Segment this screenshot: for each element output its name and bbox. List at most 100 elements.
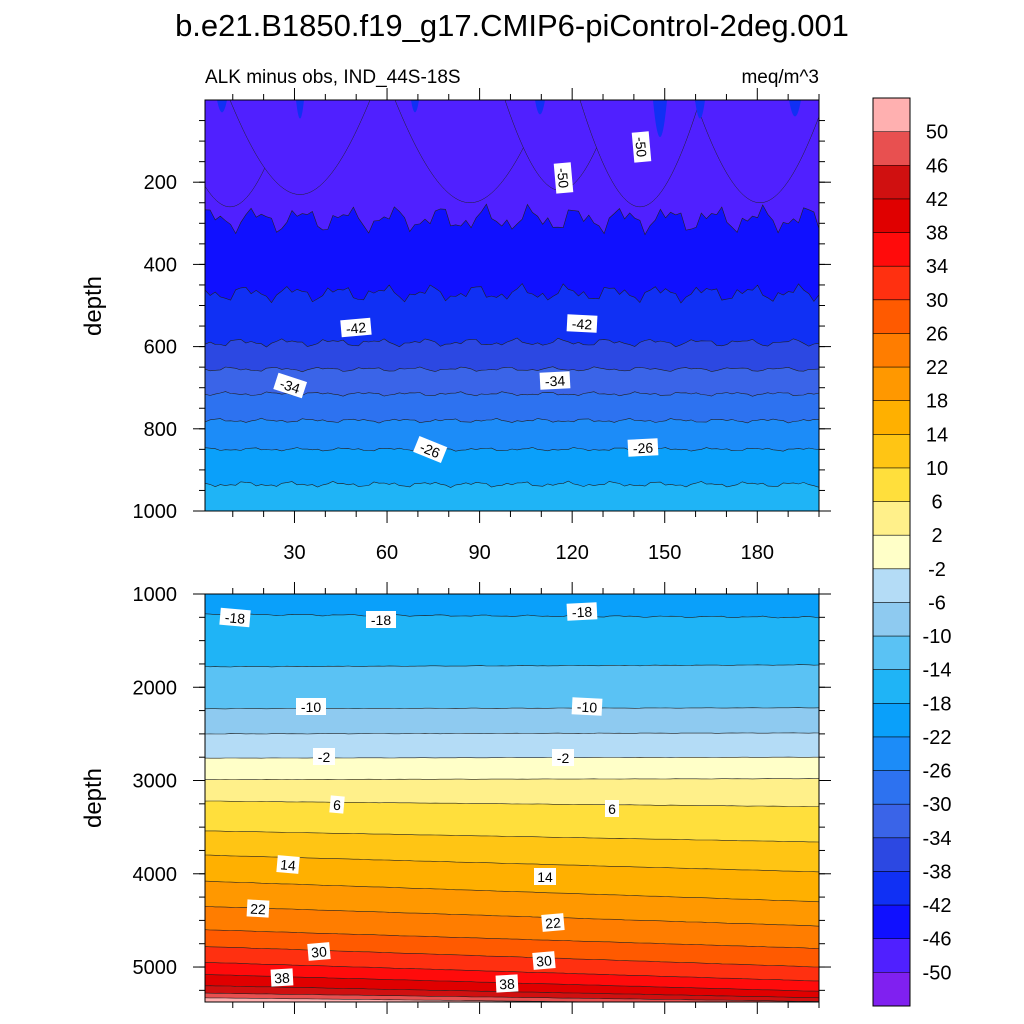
lower-contour-label-text: 14 — [537, 869, 553, 885]
colorbar-label: 22 — [926, 357, 948, 379]
lower-contour-line — [205, 962, 819, 982]
colorbar-swatch — [873, 871, 910, 906]
colorbar-label: 30 — [926, 290, 948, 312]
y-tick-label: 1000 — [133, 501, 178, 523]
upper-contour-label-box — [627, 438, 659, 457]
lower-contour-line — [205, 985, 819, 999]
upper-contour-label-text: -42 — [571, 315, 592, 332]
upper-panel: -50 -50 -42 -42 -34 -34 -26 -26 200 400 600 800 100… — [80, 88, 831, 564]
upper-contour-line — [205, 417, 819, 424]
lower-contour-line — [205, 778, 819, 781]
upper-contour-label-text: -34 — [278, 375, 302, 397]
upper-contour-label-text: -42 — [345, 319, 367, 337]
colorbar-frame — [872, 97, 911, 1007]
lower-contour-label: 30 — [307, 942, 331, 961]
lower-contour-label-box — [552, 749, 574, 766]
lower-contour-label-text: -10 — [301, 699, 321, 715]
upper-contour-label-text: -50 — [554, 167, 572, 189]
x-tick-label: 180 — [741, 542, 774, 564]
colorbar-label: -26 — [923, 761, 952, 783]
colorbar-swatch — [873, 938, 910, 973]
colorbar-swatch — [873, 367, 910, 402]
lower-contour-label-box — [534, 868, 556, 885]
lower-contour-line — [205, 854, 819, 873]
upper-contour-line — [205, 203, 819, 236]
x-tick-label: 120 — [555, 542, 588, 564]
lower-contour-label: 30 — [532, 951, 556, 970]
upper-contour-label: -34 — [539, 371, 571, 390]
lower-contour-label: 38 — [495, 974, 519, 993]
lower-contour-label-box — [541, 913, 565, 932]
upper-contour-label: -26 — [413, 436, 448, 464]
lower-contour-label-text: -10 — [576, 698, 597, 715]
colorbar-label: 18 — [926, 391, 948, 413]
lower-contour-line — [205, 906, 819, 927]
lower-contour-label-box — [313, 748, 335, 765]
chart-title: b.e21.B1850.f19_g17.CMIP6-piControl-2deg… — [175, 8, 849, 43]
colorbar-swatch — [873, 837, 910, 872]
upper-contour-label: -50 — [553, 162, 574, 194]
lower-contour-label-box — [276, 855, 300, 874]
lower-contour-line — [205, 664, 819, 668]
colorbar-label: 14 — [926, 424, 948, 446]
x-tick-label: 150 — [648, 542, 681, 564]
upper-y-axis-label: depth — [80, 276, 107, 336]
upper-contour-label: -26 — [627, 438, 659, 457]
lower-axis-ticks: 1000 2000 3000 4000 5000 — [133, 582, 831, 1014]
lower-contour-line — [205, 732, 819, 735]
upper-contour-streak — [411, 100, 419, 113]
colorbar-swatch — [873, 232, 910, 267]
lower-contour-label: 14 — [276, 855, 300, 874]
lower-contour-line — [205, 830, 819, 843]
lower-contour-label-box — [532, 951, 556, 970]
colorbar-label: -2 — [928, 559, 946, 581]
upper-contour-line — [205, 447, 819, 452]
upper-axis-ticks: 200 400 600 800 1000 30 60 90 120 150 180 — [133, 88, 831, 564]
colorbar-label: 34 — [926, 256, 948, 278]
upper-contour-label-box — [340, 317, 372, 338]
lower-panel: -18 -18 -18 -10 -10 -2 -2 6 6 14 14 22 22 30 30 38 38 10… — [80, 582, 831, 1014]
lower-contour-label-box — [366, 611, 396, 628]
lower-contour-label: 22 — [541, 913, 565, 932]
colorbar-label: 2 — [931, 525, 942, 547]
lower-contour-label-box — [329, 795, 345, 814]
lower-contour-line — [205, 880, 819, 903]
upper-contour-label-text: -50 — [632, 136, 650, 158]
lower-contour-lines — [205, 613, 819, 1002]
colorbar-label: -38 — [923, 861, 952, 883]
colorbar-label: -42 — [923, 895, 952, 917]
lower-contour-label: -10 — [571, 697, 603, 716]
colorbar-label: 38 — [926, 223, 948, 245]
y-tick-label: 4000 — [133, 864, 178, 886]
upper-contour-label: -50 — [631, 131, 652, 163]
upper-contour-patch — [229, 100, 371, 195]
colorbar-swatch — [873, 736, 910, 772]
units-subtitle: meq/m^3 — [741, 67, 819, 88]
lower-contour-label: 22 — [246, 899, 270, 918]
colorbar-label: 26 — [926, 323, 948, 345]
colorbar-label: -22 — [923, 727, 952, 749]
y-tick-label: 5000 — [133, 957, 178, 979]
lower-contour-label-box — [571, 697, 603, 716]
upper-contour-label-box — [553, 162, 574, 194]
upper-contour-line — [205, 366, 819, 373]
lower-contour-label: 14 — [534, 868, 556, 885]
colorbar-label: 50 — [926, 122, 948, 144]
upper-contour-line — [205, 337, 819, 348]
lower-contour-line — [205, 946, 819, 968]
lower-contour-labels: -18 -18 -18 -10 -10 -2 -2 6 6 14 14 22 22 30 30 38 38 — [219, 602, 619, 993]
upper-contour-label: -34 — [273, 372, 308, 399]
lower-contour-label: -18 — [366, 611, 396, 628]
lower-contour-label-box — [605, 800, 619, 817]
colorbar-swatch — [873, 636, 910, 671]
colorbar-swatch — [873, 198, 910, 234]
colorbar-label: -18 — [923, 693, 952, 715]
upper-contour-streak — [695, 100, 705, 119]
lower-contour-label: -10 — [296, 698, 326, 715]
lower-contour-label: -2 — [552, 749, 574, 766]
upper-contour-streak — [217, 100, 227, 113]
lower-contour-label-box — [246, 899, 270, 918]
colorbar-swatch — [873, 972, 910, 1007]
colorbar-label: 42 — [926, 189, 948, 211]
upper-contour-label-text: -34 — [544, 372, 565, 389]
